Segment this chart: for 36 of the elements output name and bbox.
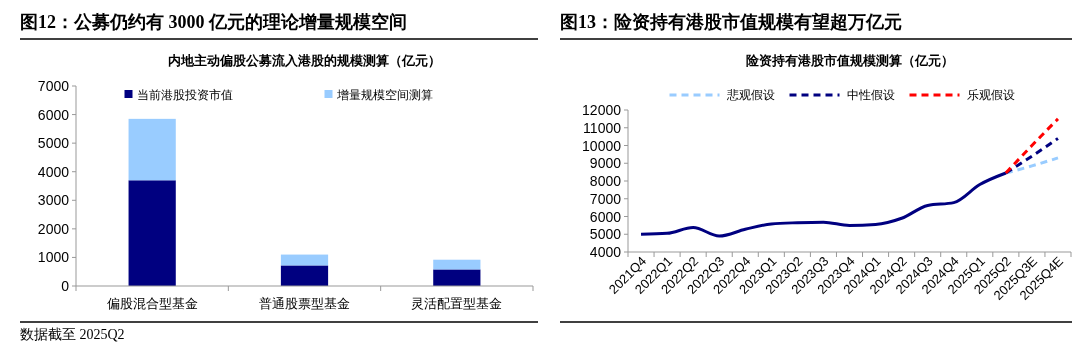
y-tick-label: 10000 [582, 137, 622, 154]
bar [280, 254, 329, 266]
chart-subtitle: 险资持有港股市值规模测算（亿元） [745, 53, 954, 68]
y-tick-label: 2000 [37, 220, 70, 237]
legend-label: 当前港股投资市值 [136, 88, 233, 102]
bar [128, 180, 176, 286]
y-tick-label: 6000 [589, 208, 622, 225]
legend-label: 悲观假设 [725, 88, 775, 102]
x-tick-label: 灵活配置型基金 [411, 296, 503, 311]
y-tick-label: 7000 [37, 78, 70, 94]
text: 数据截至 2025Q2 [20, 327, 125, 342]
y-tick-label: 5000 [37, 135, 70, 152]
bar [433, 269, 481, 286]
y-tick-label: 7000 [589, 190, 622, 207]
legend-label: 乐观假设 [966, 88, 1015, 102]
y-tick-label: 6000 [37, 106, 70, 123]
chart-title: 图13：险资持有港股市值规模有望超万亿元 [560, 12, 902, 32]
legend-label: 增量规模空间测算 [335, 88, 433, 102]
y-tick-label: 11000 [583, 119, 622, 136]
bar [128, 118, 176, 181]
legend-label: 中性假设 [846, 88, 895, 102]
y-tick-label: 0 [61, 278, 70, 294]
y-tick-label: 4000 [37, 163, 70, 180]
y-tick-label: 9000 [589, 155, 622, 172]
y-tick-label: 12000 [582, 102, 622, 118]
x-tick-label: 普通股票型基金 [259, 296, 350, 311]
x-tick-label: 偏股混合型基金 [106, 296, 198, 311]
y-tick-label: 3000 [37, 192, 70, 209]
bar [280, 265, 329, 286]
y-tick-label: 8000 [589, 173, 622, 189]
chart-subtitle: 内地主动偏股公募流入港股的规模测算（亿元） [168, 53, 441, 68]
y-tick-label: 4000 [589, 244, 622, 260]
y-tick-label: 5000 [589, 226, 622, 243]
bar [433, 259, 481, 270]
y-tick-label: 1000 [37, 249, 70, 266]
chart-title: 图12：公募仍约有 3000 亿元的理论增量规模空间 [20, 12, 407, 32]
